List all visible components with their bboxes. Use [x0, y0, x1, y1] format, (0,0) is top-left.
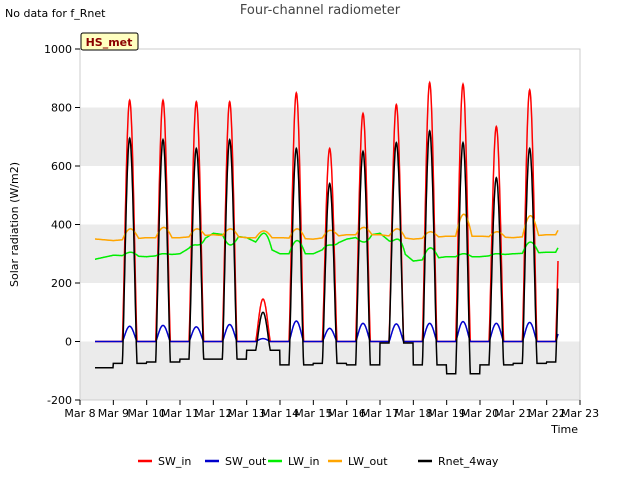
- x-tick-label: Mar 11: [161, 407, 199, 420]
- site-badge-label: HS_met: [86, 36, 133, 49]
- legend-label-lw_in: LW_in: [288, 455, 320, 468]
- x-tick-label: Mar 13: [228, 407, 266, 420]
- x-tick-label: Mar 20: [461, 407, 499, 420]
- x-tick-label: Mar 17: [361, 407, 399, 420]
- x-tick-label: Mar 16: [328, 407, 366, 420]
- x-tick-label: Mar 14: [261, 407, 299, 420]
- y-axis-label: Solar radiation (W/m2): [8, 162, 21, 287]
- legend-label-sw_in: SW_in: [158, 455, 191, 468]
- x-tick-label: Mar 8: [64, 407, 95, 420]
- legend-label-sw_out: SW_out: [225, 455, 267, 468]
- x-tick-label: Mar 23: [561, 407, 599, 420]
- y-tick-label: 600: [51, 160, 72, 173]
- series-line-rnet_4way: [95, 129, 559, 375]
- legend-label-lw_out: LW_out: [348, 455, 388, 468]
- x-tick-label: Mar 18: [394, 407, 432, 420]
- x-tick-label: Mar 10: [128, 407, 166, 420]
- no-data-note: No data for f_Rnet: [5, 7, 106, 20]
- x-tick-label: Mar 9: [98, 407, 129, 420]
- x-tick-label: Mar 21: [494, 407, 532, 420]
- y-tick-label: 400: [51, 219, 72, 232]
- chart-title: Four-channel radiometer: [239, 3, 401, 18]
- grid-band: [80, 107, 580, 166]
- y-tick-label: 0: [65, 336, 72, 349]
- x-tick-label: Mar 15: [294, 407, 332, 420]
- legend-label-rnet_4way: Rnet_4way: [438, 455, 499, 468]
- x-tick-label: Mar 22: [528, 407, 566, 420]
- x-tick-label: Mar 19: [428, 407, 466, 420]
- grid-band: [80, 341, 580, 400]
- y-tick-label: 200: [51, 277, 72, 290]
- y-tick-label: 800: [51, 102, 72, 115]
- y-tick-label: -200: [47, 394, 72, 407]
- site-badge-box: [80, 32, 139, 51]
- y-tick-label: 1000: [44, 43, 72, 56]
- x-tick-label: Mar 12: [194, 407, 232, 420]
- series-line-sw_out: [95, 320, 559, 343]
- x-axis-label: Time: [550, 423, 578, 436]
